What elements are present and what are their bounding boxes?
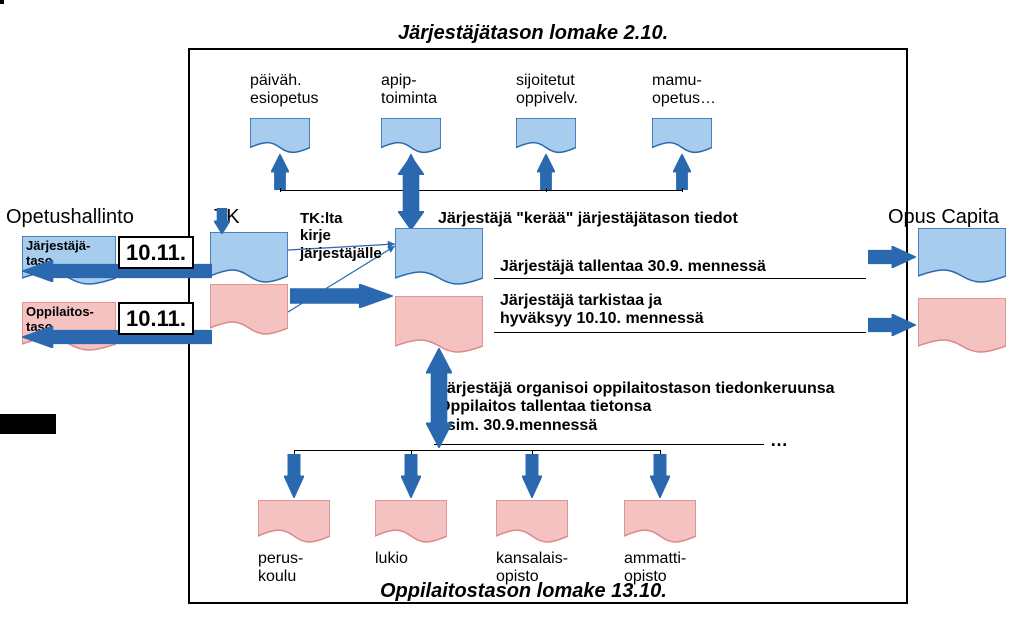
line-organisoi [434,444,764,445]
date-2b: 10.11. [118,302,194,335]
top-doc-label-2: sijoitetutoppivelv. [516,72,578,109]
bottom-doc-label-1: lukio [375,550,408,568]
black-chip [0,414,56,434]
bottom-double-arrow [426,348,452,448]
bottom-doc-3 [624,500,696,544]
line-tarkistaa [494,332,866,333]
bottom-doc-label-2: kansalais-opisto [496,550,568,587]
text-tallentaa: Järjestäjä tallentaa 30.9. mennessä [500,258,766,276]
bottom-doc-label-3: ammatti-opisto [624,550,686,587]
top-doc-3 [652,118,712,154]
top-doc-2 [516,118,576,154]
tk-down-arrow [214,208,230,234]
bottom-arrow-3 [650,454,670,498]
bottom-doc-1 [375,500,447,544]
bottom-arrow-0 [284,454,304,498]
top-doc-label-0: päiväh.esiopetus [250,72,319,109]
tk-doc-blue [210,232,288,284]
arrow-to-opus-pink [868,314,916,336]
right-doc-blue [918,228,1006,284]
section-right: Opus Capita [888,206,999,229]
top-doc-1 [381,118,441,154]
text-ellipsis: … [770,430,788,451]
mid-doc-pink [395,296,483,354]
title-top: Järjestäjätason lomake 2.10. [398,22,668,45]
top-arrow-0 [271,154,289,190]
text-organisoi: Järjestäjä organisoi oppilaitostason tie… [438,380,835,435]
bottom-doc-2 [496,500,568,544]
arrow-to-opus-blue [868,246,916,268]
mid-doc-blue [395,228,483,286]
top-doc-label-3: mamu-opetus… [652,72,716,109]
top-bus-line [280,190,682,191]
bottom-bus-line [294,450,660,451]
section-left: Opetushallinto [6,206,134,229]
top-double-arrow [398,156,424,230]
text-tk-kirje: TK:lta kirje järjestäjälle [300,210,382,262]
top-arrow-2 [537,154,555,190]
top-doc-0 [250,118,310,154]
text-keraa: Järjestäjä "kerää" järjestäjätason tiedo… [438,210,738,228]
top-arrow-3 [673,154,691,190]
text-tarkistaa: Järjestäjä tarkistaa ja hyväksyy 10.10. … [500,292,704,329]
top-doc-label-1: apip-toiminta [381,72,437,109]
bottom-arrow-2 [522,454,542,498]
bottom-arrow-1 [401,454,421,498]
line-tallentaa [494,278,866,279]
bottom-doc-0 [258,500,330,544]
bottom-doc-label-0: perus-koulu [258,550,303,587]
right-doc-pink [918,298,1006,354]
tk-doc-pink [210,284,288,336]
date-1b: 10.11. [118,236,194,269]
